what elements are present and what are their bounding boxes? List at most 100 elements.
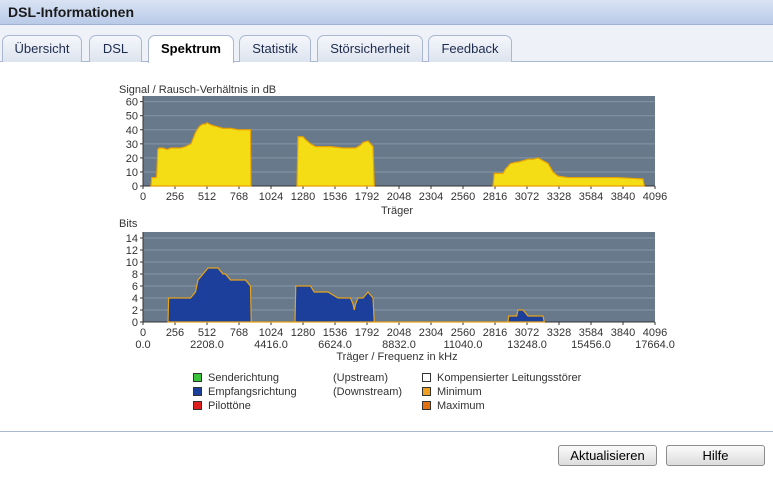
snr-ytick-label: 10 <box>126 167 138 179</box>
snr-ytick-label: 40 <box>126 125 138 137</box>
bits-xtick-label: 2304 <box>419 327 443 339</box>
legend-comp-swatch <box>422 373 431 382</box>
bits-ytick-label: 12 <box>126 245 138 257</box>
legend-upstream: Senderichtung <box>193 372 279 386</box>
snr-xtick-label: 0 <box>140 191 146 203</box>
tab-statistik[interactable]: Statistik <box>239 35 311 62</box>
legend-max-swatch <box>422 401 431 410</box>
snr-xtick-label: 1024 <box>259 191 283 203</box>
bits-xtick-label: 2560 <box>451 327 475 339</box>
bits-freq-tick-label: 0.0 <box>135 339 150 351</box>
snr-ytick-label: 50 <box>126 111 138 123</box>
snr-xtick-label: 256 <box>166 191 184 203</box>
snr-xtick-label: 2048 <box>387 191 411 203</box>
bits-ytick-label: 10 <box>126 257 138 269</box>
downstream-bits-area <box>167 267 545 323</box>
bits-freq-tick-label: 2208.0 <box>190 339 224 351</box>
snr-xtick-label: 768 <box>230 191 248 203</box>
help-button[interactable]: Hilfe <box>666 445 765 466</box>
bits-xtick-label: 256 <box>166 327 184 339</box>
refresh-button[interactable]: Aktualisieren <box>558 445 657 466</box>
legend-min: Minimum <box>422 386 482 400</box>
bits-chart-ylabel: Bits <box>119 218 138 230</box>
legend-comp: Kompensierter Leitungsstörer <box>422 372 581 386</box>
window-title-text: DSL-Informationen <box>8 4 134 20</box>
legend-upstream-dir: (Upstream) <box>333 372 388 386</box>
snr-xtick-label: 3328 <box>547 191 571 203</box>
snr-series-area <box>492 157 645 187</box>
legend-downstream-swatch <box>193 387 202 396</box>
bits-xtick-label: 3072 <box>515 327 539 339</box>
legend-downstream-dir: (Downstream) <box>333 386 402 400</box>
bits-xtick-label: 3584 <box>579 327 603 339</box>
snr-ytick-label: 20 <box>126 153 138 165</box>
bits-freq-tick-label: 15456.0 <box>571 339 611 351</box>
snr-ytick-label: 30 <box>126 139 138 151</box>
legend-max-label: Maximum <box>437 400 485 412</box>
legend-pilot-label: Pilottöne <box>208 400 251 412</box>
bits-xtick-label: 3840 <box>611 327 635 339</box>
tab-uebersicht[interactable]: Übersicht <box>2 35 82 62</box>
legend-min-label: Minimum <box>437 386 482 398</box>
snr-xtick-label: 2304 <box>419 191 443 203</box>
bits-xtick-label: 4096 <box>643 327 667 339</box>
bits-chart-xlabel: Träger / Frequenz in kHz <box>336 351 457 362</box>
bits-xtick-label: 2048 <box>387 327 411 339</box>
bits-freq-tick-label: 6624.0 <box>318 339 352 351</box>
legend-upstream-label: Senderichtung <box>208 372 279 384</box>
snr-ytick-label: 60 <box>126 97 138 109</box>
footer-divider <box>0 431 773 432</box>
legend-max: Maximum <box>422 400 485 414</box>
legend-downstream-dir-label: (Downstream) <box>333 386 403 398</box>
tab-dsl[interactable]: DSL <box>89 35 142 62</box>
snr-xtick-label: 2560 <box>451 191 475 203</box>
legend-pilot: Pilottöne <box>193 400 251 414</box>
bits-ytick-label: 8 <box>132 269 138 281</box>
bits-xtick-label: 3328 <box>547 327 571 339</box>
snr-ytick-label: 0 <box>132 181 138 193</box>
legend-downstream: Empfangsrichtung <box>193 386 297 400</box>
window-title: DSL-Informationen <box>0 0 773 25</box>
snr-xtick-label: 1536 <box>323 191 347 203</box>
bits-freq-tick-label: 8832.0 <box>382 339 416 351</box>
tab-bar: Übersicht DSL Spektrum Statistik Störsic… <box>0 25 773 63</box>
bits-xtick-label: 768 <box>230 327 248 339</box>
snr-chart-xlabel: Träger <box>381 205 413 217</box>
bits-xtick-label: 1024 <box>259 327 283 339</box>
snr-series-area <box>150 121 252 187</box>
tab-feedback[interactable]: Feedback <box>428 35 512 62</box>
snr-xtick-label: 1280 <box>291 191 315 203</box>
bits-xtick-label: 1792 <box>355 327 379 339</box>
snr-xtick-label: 3840 <box>611 191 635 203</box>
snr-chart-ylabel: Signal / Rausch-Verhältnis in dB <box>119 84 276 96</box>
legend-pilot-swatch <box>193 401 202 410</box>
bits-xtick-label: 0 <box>140 327 146 339</box>
bits-xtick-label: 1280 <box>291 327 315 339</box>
bits-ytick-label: 6 <box>132 281 138 293</box>
legend-min-swatch <box>422 387 431 396</box>
bits-freq-tick-label: 11040.0 <box>444 339 483 351</box>
legend-downstream-label: Empfangsrichtung <box>208 386 297 398</box>
snr-xtick-label: 3584 <box>579 191 603 203</box>
bits-ytick-label: 2 <box>132 305 138 317</box>
bits-freq-tick-label: 4416.0 <box>254 339 288 351</box>
bits-ytick-label: 4 <box>132 293 138 305</box>
legend-upstream-dir-label: (Upstream) <box>333 372 389 384</box>
tab-spektrum[interactable]: Spektrum <box>148 35 234 63</box>
bits-freq-tick-label: 17664.0 <box>635 339 675 351</box>
bits-xtick-label: 512 <box>198 327 216 339</box>
legend-comp-label: Kompensierter Leitungsstörer <box>437 372 582 384</box>
bits-xtick-label: 2816 <box>483 327 507 339</box>
legend-upstream-swatch <box>193 373 202 382</box>
snr-xtick-label: 4096 <box>643 191 667 203</box>
bits-xtick-label: 1536 <box>323 327 347 339</box>
snr-xtick-label: 3072 <box>515 191 539 203</box>
snr-xtick-label: 1792 <box>355 191 379 203</box>
snr-xtick-label: 512 <box>198 191 216 203</box>
snr-xtick-label: 2816 <box>483 191 507 203</box>
spectrum-charts: Signal / Rausch-Verhältnis in dB Bits Tr… <box>119 84 675 362</box>
snr-series-area <box>296 136 375 187</box>
bits-ytick-label: 0 <box>132 317 138 329</box>
tab-stoersicherheit[interactable]: Störsicherheit <box>317 35 423 62</box>
bits-ytick-label: 14 <box>126 233 138 245</box>
